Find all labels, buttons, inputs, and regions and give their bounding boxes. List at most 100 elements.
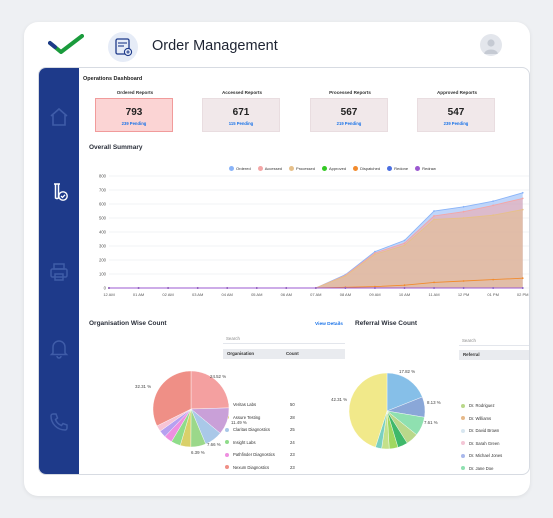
pie-slice [190, 370, 230, 410]
org-name: Assure Testing [233, 414, 261, 420]
referral-row[interactable]: Dr. Michael Jones [461, 453, 502, 458]
legend-item[interactable]: Approved [321, 166, 347, 171]
org-pie-label: 32.31 % [135, 384, 152, 389]
org-count: 23 [290, 464, 295, 470]
referral-name: Dr. Williams [469, 415, 492, 421]
x-tick-label: 10 AM [399, 292, 410, 297]
legend-swatch [321, 166, 327, 171]
legend-item[interactable]: Dispatched [353, 166, 380, 171]
bell-icon[interactable] [47, 336, 71, 360]
sidebar [39, 68, 79, 474]
org-search-input[interactable]: Search [223, 334, 345, 344]
approved-reports-label: Approved Reports [436, 90, 478, 95]
org-table-header: Organisation Count [223, 349, 345, 359]
org-name: Claritas Diagnostics [233, 427, 271, 432]
referral-name: Dr. Jane Doe [469, 465, 494, 471]
series-point-processed [462, 217, 465, 219]
main-content: Operations Dashboard Ordered Reports 793… [79, 68, 529, 474]
x-tick-label: 04 AM [222, 292, 233, 297]
x-tick-label: 12 AM [103, 292, 114, 297]
accessed-reports-pending: 115 Pending [228, 121, 254, 126]
org-pie-label: 7.66 % [207, 442, 221, 447]
y-tick-label: 800 [99, 174, 107, 179]
referral-row[interactable]: Dr. Jane Doe [461, 466, 493, 471]
series-point-processed [433, 218, 435, 221]
referral-name: Dr. Rodriguez [469, 403, 495, 408]
org-count: 24 [290, 439, 295, 445]
series-point-accessed [521, 197, 524, 200]
series-point-dispatched [492, 278, 495, 281]
org-name: Nexum Diagnostics [233, 464, 270, 470]
legend-item[interactable]: Redone [387, 166, 408, 171]
referral-row[interactable]: Dr. Rodriguez [461, 403, 495, 408]
referral-row[interactable]: Dr. Williams [461, 416, 491, 421]
org-pie-label: 11.49 % [231, 420, 247, 425]
series-point-redraw [137, 287, 140, 289]
x-tick-label: 02 PM [517, 292, 529, 297]
x-tick-label: 11 AM [429, 292, 440, 297]
referral-row[interactable]: Dr. David Brown [461, 428, 499, 433]
org-row[interactable]: Claritas Diagnostics [225, 427, 270, 432]
legend-swatch [353, 166, 359, 171]
legend-item[interactable]: Processed [289, 166, 315, 171]
printer-icon[interactable] [47, 260, 71, 284]
series-point-ordered [462, 205, 465, 208]
legend-item[interactable]: Ordered [229, 166, 251, 171]
org-column-header: Organisation [227, 351, 255, 356]
legend-label: Approved [328, 166, 347, 171]
series-point-redraw [492, 287, 495, 289]
org-count: 50 [290, 402, 295, 407]
overall-summary-chart: 800 700 600 500 400 300 200 100 012 AM 01 AM 02 AM… [99, 174, 529, 297]
org-swatch [225, 427, 229, 432]
org-wise-title: Organisation Wise Count [89, 320, 167, 327]
view-details-link[interactable]: View Details [315, 322, 343, 327]
pie-slice [386, 372, 423, 412]
home-icon[interactable] [47, 105, 71, 129]
y-tick-label: 400 [99, 230, 107, 235]
avatar[interactable] [480, 34, 502, 56]
series-point-redraw [462, 287, 465, 289]
y-tick-label: 100 [99, 272, 107, 277]
accessed-reports-card[interactable]: 671 115 Pending [202, 98, 280, 132]
series-point-accessed [462, 210, 465, 213]
series-point-redraw [314, 287, 317, 289]
x-tick-label: 12 PM [458, 292, 470, 297]
referral-column-header: Referral [463, 352, 480, 357]
series-point-redraw [167, 287, 169, 289]
referral-row[interactable]: Dr. Sarah Green [461, 441, 500, 446]
series-point-redraw [108, 287, 110, 289]
org-row[interactable]: Pathfinder Diagnostics [225, 452, 275, 457]
dashboard-title: Operations Dashboard [83, 76, 143, 82]
legend-label: Redone [394, 166, 409, 171]
phone-icon[interactable] [47, 410, 71, 434]
checkmark-logo-icon [48, 34, 84, 54]
org-row[interactable]: Nexum Diagnostics [225, 465, 269, 470]
chart-legend: Ordered Accessed Processed Approved Dispatch… [229, 166, 436, 171]
x-tick-label: 03 AM [192, 292, 203, 297]
ordered-reports-card[interactable]: 793 239 Pending [95, 98, 173, 132]
series-point-processed [492, 214, 495, 217]
referral-search-input[interactable]: Search [459, 336, 529, 346]
test-tube-icon[interactable] [47, 181, 71, 205]
y-tick-label: 600 [99, 202, 107, 207]
series-point-redraw [285, 287, 288, 289]
legend-item[interactable]: Redraw [415, 166, 436, 171]
legend-label: Accessed [264, 166, 283, 171]
y-tick-label: 500 [99, 216, 107, 221]
series-point-redraw [255, 287, 258, 289]
org-row[interactable]: Insight Labs [225, 440, 256, 445]
org-count: 28 [290, 414, 295, 420]
approved-reports-card[interactable]: 547 239 Pending [417, 98, 495, 132]
processed-reports-label: Processed Reports [329, 90, 371, 95]
series-area-processed [109, 209, 523, 288]
user-icon [484, 39, 498, 54]
y-tick-label: 200 [99, 258, 107, 263]
processed-reports-card[interactable]: 567 219 Pending [310, 98, 388, 132]
legend-item[interactable]: Accessed [257, 166, 283, 171]
series-point-ordered [374, 250, 376, 253]
org-swatch [225, 465, 229, 469]
referral-swatch [461, 428, 465, 433]
accessed-reports-label: Accessed Reports [221, 90, 263, 95]
legend-swatch [229, 166, 234, 171]
series-point-redraw [403, 287, 406, 289]
